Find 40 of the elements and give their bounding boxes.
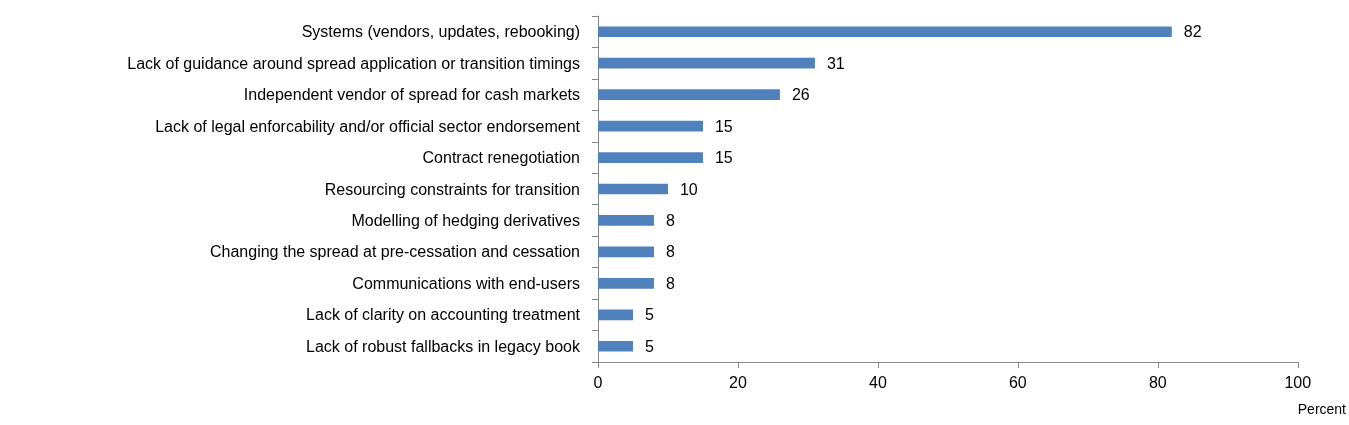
x-tick-label: 60 [1008, 373, 1027, 391]
y-tick-label: Changing the spread at pre-cessation and cessation [209, 243, 580, 261]
data-label: 15 [714, 149, 733, 167]
bar [598, 120, 703, 132]
bar [598, 26, 1172, 38]
data-label: 8 [665, 243, 675, 261]
y-tick-label: Systems (vendors, updates, rebooking) [301, 23, 580, 41]
y-tick-label: Lack of guidance around spread application or transition timings [127, 54, 580, 72]
x-tick-label: 0 [593, 373, 603, 391]
bar [598, 215, 654, 226]
y-tick-label: Lack of legal enforcability and/or official sector endorsement [155, 117, 581, 135]
data-label: 8 [665, 211, 675, 229]
bar [598, 57, 815, 69]
x-tick-label: 100 [1284, 373, 1312, 391]
x-axis-title: Percent [1297, 401, 1347, 417]
bar [598, 278, 654, 289]
data-label: 5 [644, 306, 654, 324]
data-label: 31 [826, 54, 845, 72]
y-tick-label: Lack of clarity on accounting treatment [306, 306, 581, 324]
data-label: 26 [791, 86, 810, 104]
y-tick-label: Contract renegotiation [422, 149, 580, 167]
x-tick-label: 80 [1148, 373, 1167, 391]
data-label: 10 [679, 180, 698, 198]
data-label: 15 [714, 117, 733, 135]
y-tick-label: Independent vendor of spread for cash markets [243, 86, 580, 104]
bar [598, 183, 668, 195]
data-label: 5 [644, 337, 654, 355]
y-tick-label: Communications with end-users [352, 274, 580, 292]
bar [598, 246, 654, 258]
bar [598, 309, 633, 321]
data-label: 8 [665, 274, 675, 292]
bar [598, 152, 703, 163]
y-tick-label: Modelling of hedging derivatives [351, 211, 580, 229]
bar [598, 89, 780, 100]
y-tick-label: Lack of robust fallbacks in legacy book [306, 337, 581, 355]
bar [598, 340, 633, 352]
y-tick-label: Resourcing constraints for transition [324, 180, 580, 198]
data-label: 82 [1183, 23, 1202, 41]
x-tick-label: 20 [729, 373, 747, 391]
x-tick-label: 40 [869, 373, 887, 391]
